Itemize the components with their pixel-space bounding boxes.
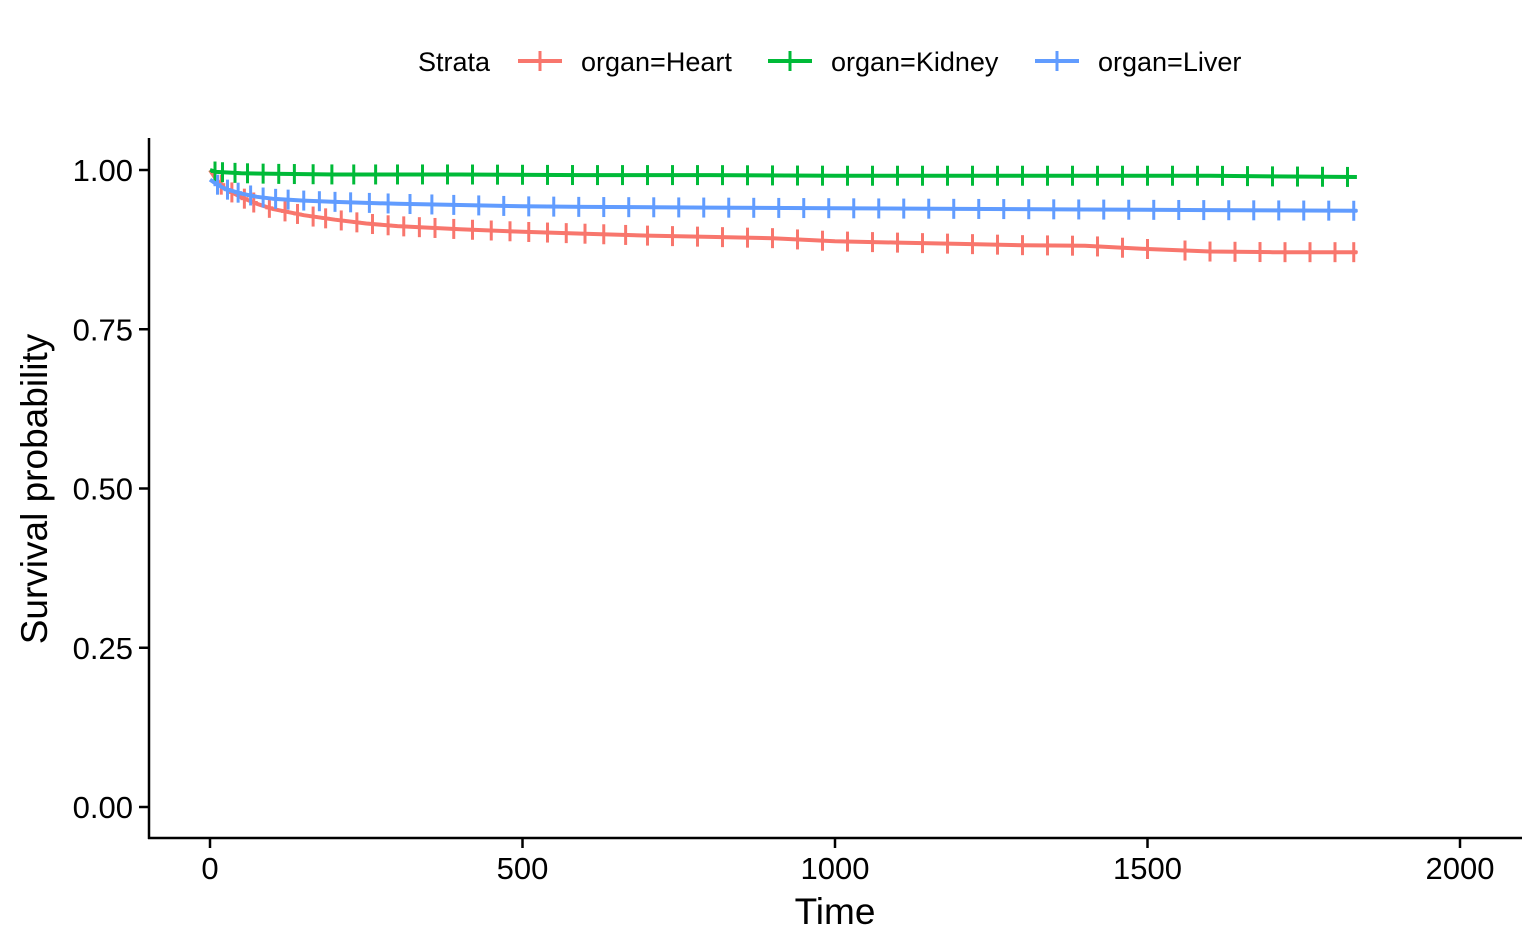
- x-tick-label: 500: [497, 851, 549, 886]
- x-tick-label: 1000: [801, 851, 870, 886]
- x-ticks: 0 500 1000 1500 2000: [201, 838, 1494, 886]
- series-kidney: [209, 161, 1357, 187]
- y-axis-title: Survival probability: [14, 333, 55, 644]
- legend-title: Strata: [418, 47, 491, 77]
- legend-item-liver: organ=Liver: [1035, 47, 1241, 77]
- y-tick-label: 0.50: [73, 472, 133, 507]
- x-tick-label: 1500: [1113, 851, 1182, 886]
- y-tick-label: 1.00: [73, 153, 133, 188]
- y-tick-label: 0.25: [73, 631, 133, 666]
- y-tick-label: 0.75: [73, 312, 133, 347]
- y-ticks: 0.00 0.25 0.50 0.75 1.00: [73, 153, 149, 825]
- x-axis-title: Time: [795, 891, 876, 932]
- survival-curve-kidney: [209, 168, 1357, 179]
- legend-label: organ=Liver: [1098, 47, 1241, 77]
- legend-label: organ=Heart: [581, 47, 732, 77]
- survival-curve-liver: [208, 177, 1357, 213]
- legend: Strata organ=Heart organ=Kidney organ=Live…: [418, 47, 1241, 77]
- legend-label: organ=Kidney: [831, 47, 999, 77]
- x-tick-label: 2000: [1426, 851, 1495, 886]
- series-heart: [208, 168, 1358, 263]
- legend-items: organ=Heart organ=Kidney organ=Liver: [518, 47, 1241, 77]
- series-layer: [208, 161, 1358, 263]
- legend-item-kidney: organ=Kidney: [768, 47, 999, 77]
- x-tick-label: 0: [201, 851, 218, 886]
- series-liver: [208, 174, 1358, 221]
- y-tick-label: 0.00: [73, 790, 133, 825]
- legend-item-heart: organ=Heart: [518, 47, 732, 77]
